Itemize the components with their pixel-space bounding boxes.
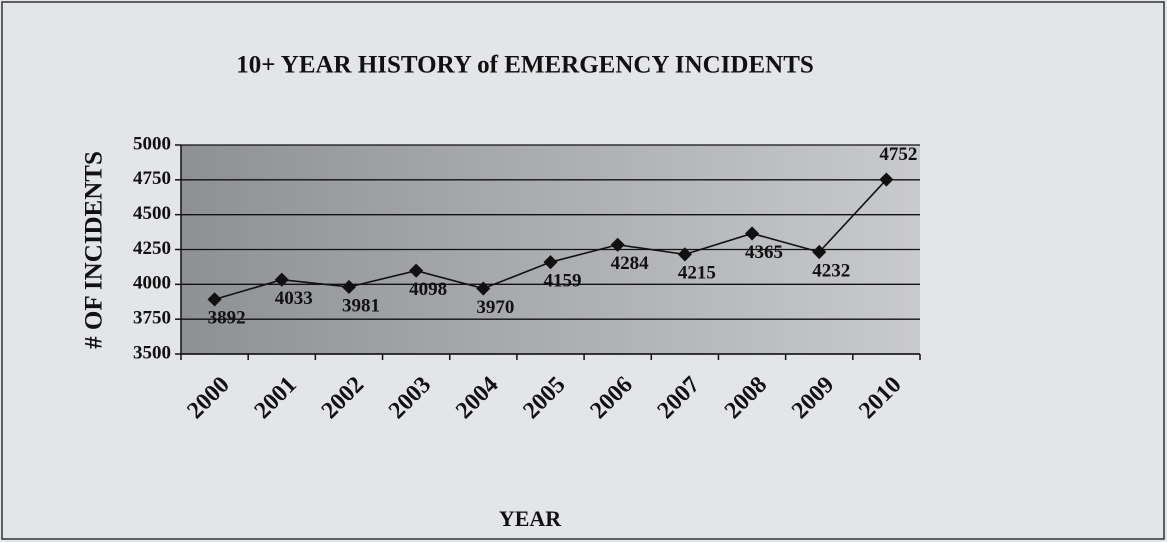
y-tick-label: 3750: [133, 308, 171, 329]
y-tick-label: 5000: [133, 133, 171, 154]
y-tick-label: 4250: [133, 238, 171, 259]
marker: [610, 237, 625, 252]
marker: [476, 281, 491, 296]
data-label: 4098: [409, 279, 447, 300]
data-label: 4365: [745, 242, 783, 263]
marker: [341, 279, 357, 295]
data-label: 4284: [611, 253, 650, 274]
marker: [812, 244, 827, 260]
marker: [207, 292, 222, 307]
data-label: 3970: [476, 297, 514, 318]
y-tick-label: 4500: [133, 203, 171, 224]
data-label: 3981: [342, 295, 380, 316]
y-tick-label: 4750: [133, 168, 171, 189]
marker: [409, 263, 424, 278]
marker: [677, 247, 692, 262]
y-tick-label: 3500: [133, 342, 171, 363]
x-axis-label: YEAR: [499, 506, 562, 531]
data-label: 4752: [879, 144, 917, 165]
y-tick-label: 4000: [133, 273, 171, 294]
data-label: 4033: [275, 288, 313, 309]
data-label: 4232: [812, 260, 850, 281]
marker: [879, 172, 894, 187]
marker: [274, 272, 289, 287]
data-label: 3892: [208, 308, 246, 329]
chart-title: 10+ YEAR HISTORY of EMERGENCY INCIDENTS: [236, 52, 814, 79]
data-label: 4159: [544, 271, 582, 292]
y-axis-label: # OF INCIDENTS: [81, 151, 108, 349]
data-label: 4215: [678, 263, 716, 284]
marker: [744, 226, 760, 241]
marker: [543, 255, 558, 270]
